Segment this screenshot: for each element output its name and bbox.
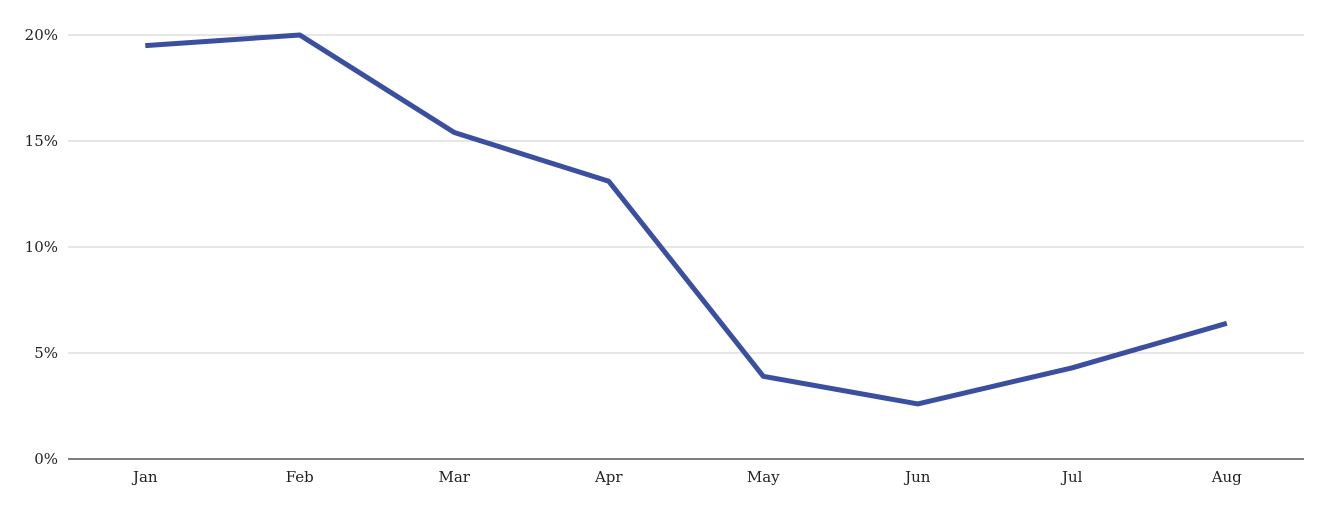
x-axis-ticks: Jan Feb Mar Apr May Jun Jul Aug [131, 468, 1242, 486]
x-tick-label: Mar [439, 468, 471, 486]
x-tick-label: Feb [286, 468, 314, 486]
y-tick-label: 5% [34, 344, 58, 362]
x-tick-label: Apr [594, 468, 623, 486]
series-group [145, 32, 1228, 407]
y-axis-ticks: 0% 5% 10% 15% 20% [25, 26, 58, 468]
series-line [145, 32, 1228, 407]
x-tick-label: May [747, 468, 780, 486]
y-tick-label: 20% [25, 26, 58, 44]
y-tick-label: 15% [25, 132, 58, 150]
gridlines [68, 34, 1304, 354]
y-tick-label: 0% [34, 450, 58, 468]
x-tick-label: Jun [903, 468, 931, 486]
x-tick-label: Aug [1211, 468, 1242, 486]
x-tick-label: Jan [131, 468, 158, 486]
x-tick-label: Jul [1060, 468, 1083, 486]
y-tick-label: 10% [25, 238, 58, 256]
